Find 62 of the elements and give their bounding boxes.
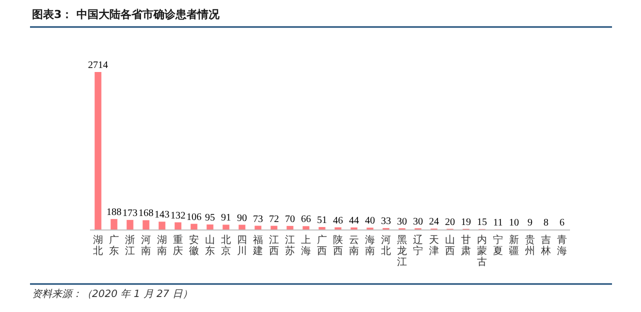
x-tick-label: 湖北 bbox=[93, 234, 103, 257]
text: 资料来源：（2020 年 1 月 27 日） bbox=[32, 288, 192, 300]
x-tick-label: 湖南 bbox=[157, 234, 167, 257]
x-tick-label: 广东 bbox=[109, 234, 119, 257]
data-label: 24 bbox=[429, 216, 439, 228]
x-tick-label: 山东 bbox=[205, 234, 215, 257]
data-label: 33 bbox=[381, 216, 391, 228]
data-label: 46 bbox=[333, 215, 343, 226]
data-label: 44 bbox=[349, 215, 359, 226]
x-tick-label: 新疆 bbox=[509, 234, 519, 257]
data-label: 19 bbox=[461, 216, 471, 228]
x-tick-label: 贵州 bbox=[525, 234, 535, 257]
data-label: 51 bbox=[317, 215, 327, 226]
x-tick-label: 江苏 bbox=[285, 234, 295, 257]
x-tick-label: 吉林 bbox=[540, 234, 551, 257]
data-label: 168 bbox=[138, 208, 154, 220]
data-label: 2714 bbox=[88, 60, 108, 71]
x-tick-label: 江西 bbox=[269, 234, 279, 257]
data-label: 10 bbox=[509, 217, 519, 228]
x-tick-label: 青海 bbox=[557, 234, 567, 257]
x-tick-label: 内蒙古 bbox=[477, 234, 487, 268]
x-tick-label: 浙江 bbox=[125, 234, 135, 257]
x-tick-label: 安徽 bbox=[189, 234, 199, 257]
x-tick-label: 黑龙江 bbox=[397, 235, 407, 268]
data-label: 188 bbox=[106, 207, 122, 218]
data-label: 11 bbox=[493, 217, 503, 228]
data-label: 72 bbox=[269, 214, 279, 225]
data-label: 95 bbox=[205, 212, 215, 224]
x-tick-label: 四川 bbox=[237, 235, 247, 257]
data-label: 91 bbox=[221, 212, 231, 224]
x-tick-label: 海南 bbox=[365, 234, 375, 257]
x-tick-label: 福建 bbox=[252, 234, 263, 257]
chart-title: 图表3： 中国大陆各省市确诊患者情况 bbox=[32, 8, 220, 21]
data-label: 106 bbox=[186, 212, 202, 223]
x-tick-label: 河北 bbox=[381, 234, 391, 257]
data-label: 66 bbox=[301, 214, 311, 226]
data-label: 143 bbox=[154, 210, 170, 221]
data-label: 173 bbox=[122, 208, 138, 219]
x-tick-label: 北京 bbox=[221, 234, 231, 257]
x-tick-label: 辽宁 bbox=[413, 234, 423, 257]
x-tick-label: 天津 bbox=[429, 235, 439, 257]
x-tick-label: 上海 bbox=[301, 234, 311, 257]
x-tick-label: 甘肃 bbox=[461, 234, 471, 257]
data-label: 70 bbox=[285, 214, 295, 225]
data-label: 20 bbox=[445, 216, 455, 228]
data-label: 40 bbox=[365, 216, 375, 227]
x-tick-label: 云南 bbox=[349, 235, 359, 257]
data-label: 132 bbox=[170, 210, 186, 222]
data-label: 8 bbox=[544, 218, 548, 229]
x-tick-label: 山西 bbox=[445, 234, 455, 257]
data-label: 30 bbox=[397, 216, 407, 228]
x-tick-label: 重庆 bbox=[173, 234, 183, 257]
x-tick-label: 宁夏 bbox=[493, 234, 503, 257]
data-label: 6 bbox=[560, 218, 564, 229]
data-label: 15 bbox=[477, 217, 487, 228]
data-label: 9 bbox=[528, 217, 532, 228]
x-tick-label: 河南 bbox=[141, 234, 151, 257]
data-label: 73 bbox=[253, 214, 263, 225]
data-label: 90 bbox=[237, 212, 247, 224]
x-tick-label: 陕西 bbox=[333, 234, 343, 257]
x-tick-label: 广西 bbox=[317, 234, 327, 257]
data-label: 30 bbox=[413, 216, 423, 228]
